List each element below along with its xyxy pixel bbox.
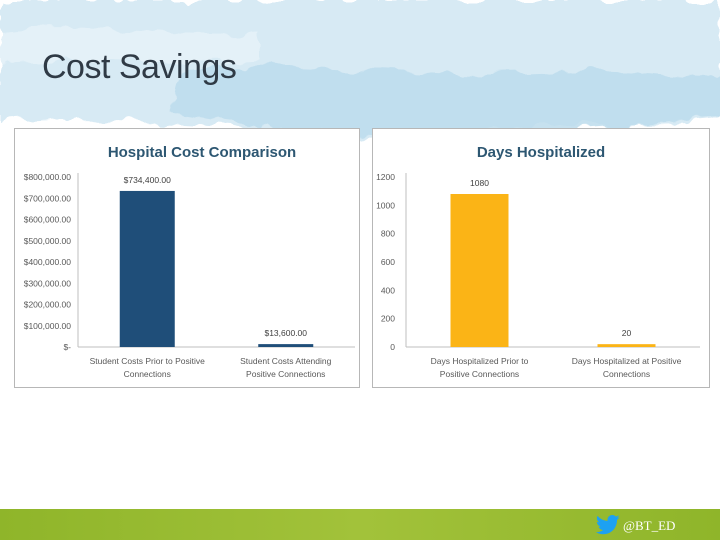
y-tick-label: $- [63, 342, 71, 352]
watercolor-banner [0, 0, 720, 138]
y-tick-label: $100,000.00 [24, 321, 72, 331]
category-label: Days Hospitalized Prior to Positive Conne… [431, 356, 529, 379]
y-tick-label: $500,000.00 [24, 236, 72, 246]
twitter-handle: @BT_ED [623, 518, 676, 533]
data-label: 20 [622, 328, 632, 338]
y-tick-label: 800 [381, 229, 395, 239]
bar [597, 344, 656, 347]
y-tick-label: $700,000.00 [24, 193, 72, 203]
y-tick-label: 1200 [376, 172, 395, 182]
y-tick-label: 400 [381, 285, 395, 295]
y-tick-label: $600,000.00 [24, 215, 72, 225]
hospital-cost-chart: Hospital Cost Comparison $- $100,000.00 $2… [14, 128, 360, 388]
y-tick-label: 1000 [376, 200, 395, 210]
y-tick-label: $800,000.00 [24, 172, 72, 182]
category-label: Student Costs Attending Positive Connecti… [240, 356, 331, 379]
slide-title: Cost Savings [42, 48, 237, 86]
y-tick-label: 600 [381, 257, 395, 267]
bar [450, 194, 509, 347]
y-tick-label: 0 [390, 342, 395, 352]
y-tick-label: $200,000.00 [24, 300, 72, 310]
days-hospitalized-chart-svg: Days Hospitalized 020040060080010001200 … [376, 144, 700, 379]
y-tick-label: $400,000.00 [24, 257, 72, 267]
y-tick-label: $300,000.00 [24, 278, 72, 288]
bar [119, 190, 175, 347]
data-label: 1080 [470, 178, 489, 188]
category-label: Student Costs Prior to Positive Connectio… [90, 356, 206, 379]
data-label: $734,400.00 [124, 175, 172, 185]
hospital-cost-chart-svg: Hospital Cost Comparison $- $100,000.00 $2… [24, 144, 355, 379]
y-tick-label: 200 [381, 314, 395, 324]
category-label: Days Hospitalized at Positive Connections [572, 356, 682, 379]
chart-title: Days Hospitalized [477, 144, 605, 161]
twitter-bird-icon [596, 515, 620, 535]
chart-title: Hospital Cost Comparison [108, 144, 296, 161]
bar [258, 344, 314, 347]
days-hospitalized-chart: Days Hospitalized 0 200 400 600 800 1000 1200 … [372, 128, 710, 388]
data-label: $13,600.00 [264, 328, 307, 338]
